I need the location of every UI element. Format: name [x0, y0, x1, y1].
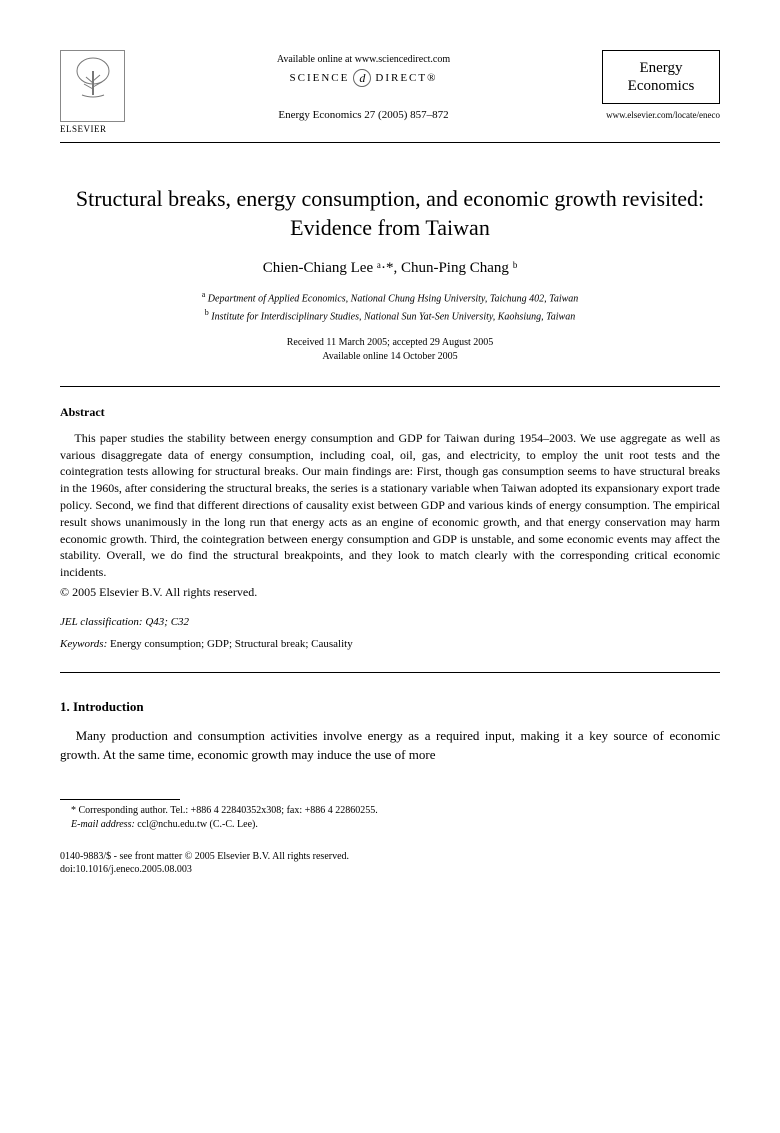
page-header: ELSEVIER Available online at www.science… — [60, 50, 720, 134]
page-footer: 0140-9883/$ - see front matter © 2005 El… — [60, 850, 720, 876]
received-accepted: Received 11 March 2005; accepted 29 Augu… — [60, 336, 720, 350]
footer-front-matter: 0140-9883/$ - see front matter © 2005 El… — [60, 850, 720, 863]
available-online: Available online 14 October 2005 — [60, 350, 720, 364]
footer-doi: doi:10.1016/j.eneco.2005.08.003 — [60, 863, 720, 876]
footnote-email: ccl@nchu.edu.tw (C.-C. Lee). — [137, 819, 258, 830]
abstract-rule-top — [60, 386, 720, 387]
journal-box-title: Energy Economics — [607, 59, 715, 95]
footnote-email-label: E-mail address: — [71, 819, 135, 830]
footnote-rule — [60, 799, 180, 800]
affiliation-b-text: Institute for Interdisciplinary Studies,… — [211, 311, 575, 322]
abstract-copyright: © 2005 Elsevier B.V. All rights reserved… — [60, 585, 720, 600]
elsevier-logo — [60, 50, 125, 122]
header-rule — [60, 142, 720, 143]
publisher-block: ELSEVIER — [60, 50, 125, 134]
sd-d-icon: d — [353, 69, 371, 87]
footnote-email-line: E-mail address: ccl@nchu.edu.tw (C.-C. L… — [60, 818, 720, 832]
article-title: Structural breaks, energy consumption, a… — [60, 185, 720, 242]
abstract-body: This paper studies the stability between… — [60, 430, 720, 581]
journal-title-box: Energy Economics — [602, 50, 720, 104]
tree-icon — [70, 55, 116, 103]
journal-reference: Energy Economics 27 (2005) 857–872 — [125, 109, 602, 121]
sciencedirect-logo: SCIENCE d DIRECT® — [290, 69, 438, 87]
jel-classification: JEL classification: Q43; C32 — [60, 616, 720, 628]
jel-codes: Q43; C32 — [145, 616, 189, 628]
jel-label: JEL classification: — [60, 616, 143, 628]
section-1-heading: 1. Introduction — [60, 699, 720, 715]
corresponding-author-footnote: * Corresponding author. Tel.: +886 4 228… — [60, 804, 720, 832]
journal-url: www.elsevier.com/locate/eneco — [606, 110, 720, 120]
authors-text: Chien-Chiang Lee ᵃ·*, Chun-Ping Chang ᵇ — [263, 260, 518, 276]
affiliation-a: a Department of Applied Economics, Natio… — [60, 289, 720, 306]
header-right: Energy Economics www.elsevier.com/locate… — [602, 50, 720, 120]
keywords-label: Keywords: — [60, 638, 107, 650]
abstract-rule-bottom — [60, 672, 720, 673]
keywords-text: Energy consumption; GDP; Structural brea… — [110, 638, 353, 650]
sd-left: SCIENCE — [290, 72, 350, 84]
available-online-line: Available online at www.sciencedirect.co… — [125, 54, 602, 65]
sd-right: DIRECT® — [375, 72, 437, 84]
publisher-name: ELSEVIER — [60, 124, 125, 134]
article-dates: Received 11 March 2005; accepted 29 Augu… — [60, 336, 720, 364]
keywords: Keywords: Energy consumption; GDP; Struc… — [60, 638, 720, 650]
affiliations: a Department of Applied Economics, Natio… — [60, 289, 720, 324]
footnote-corr: * Corresponding author. Tel.: +886 4 228… — [60, 804, 720, 818]
affiliation-b: b Institute for Interdisciplinary Studie… — [60, 307, 720, 324]
affiliation-a-text: Department of Applied Economics, Nationa… — [208, 294, 578, 305]
section-1-para-1: Many production and consumption activiti… — [60, 727, 720, 765]
header-center: Available online at www.sciencedirect.co… — [125, 50, 602, 121]
authors: Chien-Chiang Lee ᵃ·*, Chun-Ping Chang ᵇ — [60, 260, 720, 277]
abstract-heading: Abstract — [60, 405, 720, 420]
